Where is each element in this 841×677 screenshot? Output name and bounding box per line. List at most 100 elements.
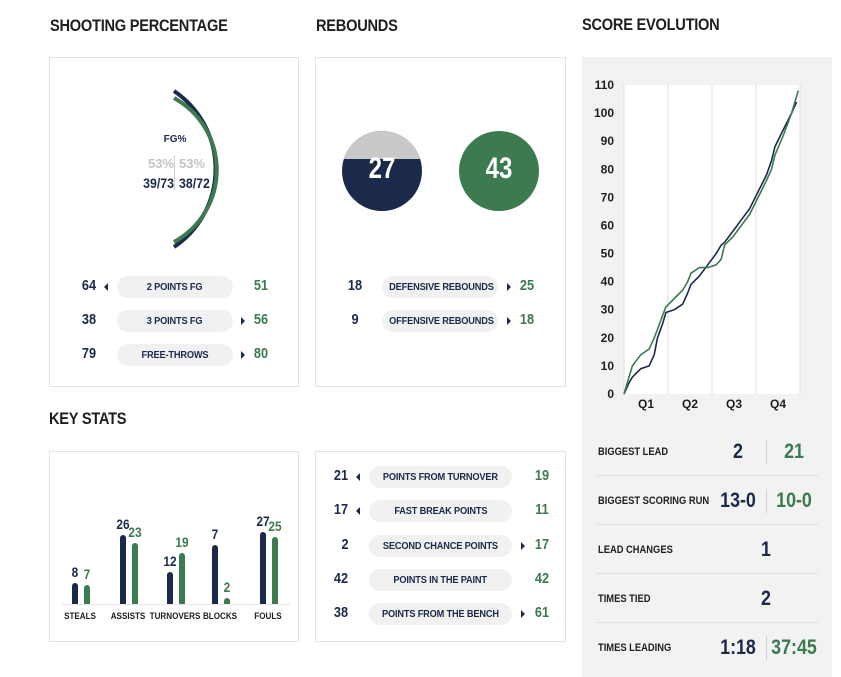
bar-value-blocks-away: 2 [223, 579, 231, 595]
bar-turnovers-home [167, 572, 173, 604]
y-tick-label: 30 [601, 303, 615, 317]
three-point-pill: 3 POINTS FG [117, 310, 233, 332]
bar-steals-home [72, 582, 78, 604]
arrow-right-icon [241, 317, 245, 325]
stat-value: 2 [761, 587, 771, 610]
points-from-turnover-pill: POINTS FROM TURNOVER [369, 466, 512, 488]
y-tick-label: 100 [594, 106, 614, 120]
shooting-percentage-heading: SHOOTING PERCENTAGE [50, 16, 228, 35]
away-fg-made: 38/72 [179, 175, 210, 191]
series-line-home [623, 101, 798, 395]
rebounds-circles [342, 131, 539, 211]
bench-points-pill: POINTS FROM THE BENCH [369, 603, 512, 625]
stat-away-value: 37:45 [771, 636, 817, 659]
bar-value-fouls-home: 27 [256, 513, 270, 529]
away-rebound-circle [459, 131, 539, 211]
x-tick-label: Q1 [638, 397, 654, 411]
bar-label-blocks: BLOCKS [202, 611, 238, 622]
bar-assists-home [120, 534, 126, 604]
y-tick-label: 60 [601, 218, 615, 232]
two-point-home: 64 [81, 277, 97, 294]
stat-row-times-tied: TIMES TIED 2 [596, 575, 818, 623]
stat-divider [766, 636, 767, 660]
three-point-home: 38 [81, 311, 97, 328]
home-fg-made: 39/73 [143, 175, 174, 191]
free-throw-pill: FREE-THROWS [117, 344, 233, 366]
bar-label-fouls: FOULS [254, 611, 282, 622]
bar-turnovers-away [179, 553, 185, 604]
bar-value-blocks-home: 7 [211, 526, 219, 543]
stat-away-value: 10-0 [776, 489, 812, 512]
stat-home-value: 13-0 [720, 489, 756, 512]
y-tick-label: 0 [607, 387, 614, 401]
arrow-left-icon [356, 507, 360, 515]
arrow-right-icon [507, 317, 511, 325]
x-tick-label: Q4 [770, 397, 786, 411]
points-from-turnover-away: 19 [534, 467, 550, 484]
bar-value-steals-home: 8 [71, 563, 79, 580]
away-rebounds-total: 43 [485, 152, 513, 185]
fast-break-away: 11 [535, 501, 549, 518]
bar-value-steals-away: 7 [83, 566, 91, 583]
arrow-right-icon [507, 283, 511, 291]
key-stats-rows-card: 21 POINTS FROM TURNOVER 19 17 FAST BREAK… [315, 451, 566, 642]
second-chance-away: 17 [534, 536, 550, 553]
stat-row-biggest-scoring-run: BIGGEST SCORING RUN 13-0 10-0 [596, 477, 818, 525]
key-stats-heading: KEY STATS [49, 409, 127, 428]
three-point-away: 56 [253, 311, 269, 328]
bar-blocks-away [224, 598, 230, 604]
away-fg-pct: 53% [179, 156, 206, 171]
bench-points-home: 38 [333, 604, 349, 621]
points-in-paint-pill: POINTS IN THE PAINT [369, 569, 512, 591]
home-fg-pct: 53% [147, 156, 174, 171]
points-from-turnover-home: 21 [333, 467, 349, 484]
points-in-paint-home: 42 [333, 570, 349, 587]
bar-fouls-home [260, 532, 266, 604]
key-stats-bars-card: 8 7 STEALS 26 23 ASSISTS 12 19 TURNOVERS 7 2 BLOCKS… [49, 451, 299, 642]
stat-label: LEAD CHANGES [598, 544, 673, 556]
rebounds-card: 27 43 18 DEFENSIVE REBOUNDS 25 9 OFFENSI… [315, 57, 566, 387]
y-tick-label: 110 [595, 78, 615, 92]
stat-label: TIMES TIED [598, 593, 651, 605]
stat-row-times-leading: TIMES LEADING 1:18 37:45 [596, 624, 818, 672]
offensive-rebounds-away: 18 [519, 311, 535, 328]
stat-label: BIGGEST LEAD [598, 446, 669, 458]
bar-fouls-away [272, 537, 278, 604]
score-evolution-panel: 0 10 20 30 40 50 60 70 80 90 100 110 Q1 Q2 Q3 Q4 BIGGES… [582, 57, 832, 677]
arrow-right-icon [521, 610, 525, 618]
bar-blocks-home [212, 545, 218, 604]
y-tick-label: 50 [601, 247, 615, 261]
bar-value-fouls-away: 25 [268, 518, 282, 535]
stat-divider [766, 489, 767, 513]
y-tick-label: 90 [601, 134, 615, 148]
stat-label: TIMES LEADING [598, 642, 672, 654]
x-tick-label: Q3 [726, 397, 742, 411]
score-evolution-chart: 0 10 20 30 40 50 60 70 80 90 100 110 Q1 Q2 Q3 Q4 [594, 78, 801, 411]
bar-value-turnovers-home: 12 [163, 553, 177, 569]
y-tick-label: 80 [601, 162, 615, 176]
series-line-away [623, 90, 800, 395]
second-chance-home: 2 [341, 536, 349, 553]
arrow-right-icon [241, 351, 245, 359]
free-throw-away: 80 [253, 345, 269, 362]
stat-row-biggest-lead: BIGGEST LEAD 2 21 [596, 428, 818, 476]
free-throw-home: 79 [81, 345, 97, 362]
bar-value-assists-away: 23 [128, 523, 142, 540]
stat-home-value: 1:18 [720, 636, 756, 659]
bar-steals-away [84, 585, 90, 604]
rebounds-heading: REBOUNDS [316, 16, 398, 35]
offensive-rebounds-home: 9 [351, 311, 359, 328]
arrow-left-icon [104, 283, 108, 291]
defensive-rebounds-home: 18 [347, 277, 363, 294]
bar-label-assists: ASSISTS [110, 611, 146, 622]
x-tick-label: Q2 [682, 397, 698, 411]
fg-divider [174, 156, 175, 190]
y-tick-label: 20 [601, 331, 615, 345]
shooting-card: FG% 53% 53% 39/73 38/72 64 2 POINTS FG 5… [49, 57, 299, 387]
stat-divider [766, 440, 767, 464]
fg-arc-away [173, 96, 219, 244]
offensive-rebounds-pill: OFFENSIVE REBOUNDS [382, 310, 498, 332]
stat-label: BIGGEST SCORING RUN [598, 495, 710, 507]
points-in-paint-away: 42 [534, 570, 550, 587]
bench-points-away: 61 [534, 604, 550, 621]
